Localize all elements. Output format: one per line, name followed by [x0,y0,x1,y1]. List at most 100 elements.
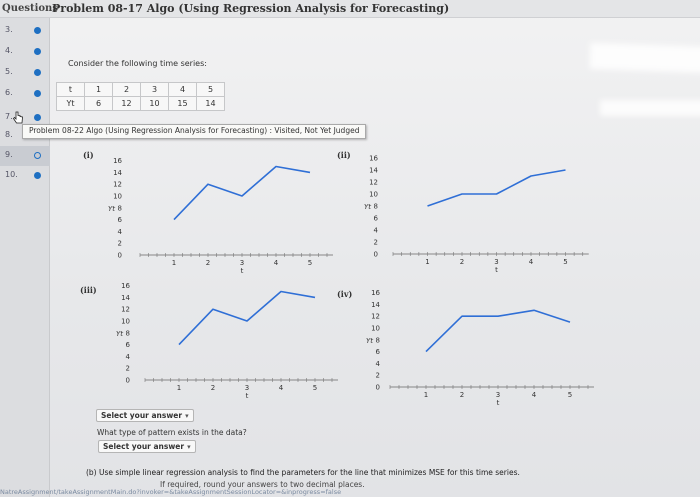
x-tick-label: 4 [274,259,279,267]
x-tick-label: 4 [529,258,534,266]
y-tick-label: 6 [374,215,379,223]
chart-option-label: (iii) [80,285,97,295]
y-tick-label: 6 [126,341,131,349]
x-tick-label: 3 [496,391,500,399]
x-axis-label: t [246,392,249,400]
x-tick-label: 5 [313,384,317,392]
question-number: 3. [5,25,13,34]
x-tick-label: 2 [460,258,464,266]
question-nav-item[interactable]: 10. [0,166,50,186]
y-tick-label: 2 [374,239,378,247]
y-tick-label: 10 [369,191,378,199]
y-axis-label: Yt [108,205,115,213]
x-axis-label: t [241,267,244,275]
y-tick-label: 6 [376,348,381,356]
y-tick-label: 8 [118,204,122,212]
x-tick-label: 1 [424,391,428,399]
status-dot-icon [34,48,41,55]
y-axis-label: Yt [364,203,371,211]
series-line [173,165,311,221]
chart-option-label: (i) [83,150,94,160]
y-tick-label: 14 [369,167,378,175]
dropdown-label: Select your answer [103,442,185,451]
x-tick-label: 5 [568,391,572,399]
question-number: 5. [5,67,13,76]
question-number: 9. [5,150,13,159]
y-tick-label: 16 [121,282,130,290]
series-line [178,290,316,346]
rounding-note: If required, round your answers to two d… [160,480,365,489]
dropdown-label: Select your answer [101,411,183,420]
top-bar: Questions Problem 08-17 Algo (Using Regr… [0,0,700,18]
y-tick-label: 4 [118,228,123,236]
question-nav-item[interactable]: 6. [0,84,50,104]
y-tick-label: 8 [374,203,378,211]
y-tick-label: 0 [374,251,378,259]
y-tick-label: 16 [113,157,122,165]
question-intro: Consider the following time series: [68,59,207,68]
series-line [427,169,566,207]
y-tick-label: 12 [121,306,130,314]
question-nav-item[interactable]: 7. [0,108,50,128]
table-row: Yt 6 12 10 15 14 [56,96,225,111]
x-tick-label: 3 [245,384,249,392]
pattern-question: What type of pattern exists in the data? [97,428,247,437]
status-url: NatreAssignment/takeAssignmentMain.do?in… [0,488,342,496]
x-axis-label: t [495,266,498,274]
chart-option-label: (iv) [337,289,353,299]
question-nav-item[interactable]: 3. [0,21,50,41]
y-tick-label: 4 [376,360,381,368]
y-tick-label: 4 [126,353,131,361]
x-tick-label: 2 [211,384,215,392]
select-answer-dropdown-2[interactable]: Select your answer ▾ [98,440,196,453]
x-tick-label: 1 [177,384,181,392]
x-axis-label: t [497,399,500,407]
question-number: 4. [5,46,13,55]
y-tick-label: 16 [369,155,378,163]
x-tick-label: 5 [563,258,567,266]
x-tick-label: 3 [494,258,498,266]
question-number: 10. [5,170,18,179]
question-sidebar: 3. 4. 5. 6. 7. 8. 9. 10. [0,18,50,497]
y-axis-label: Yt [366,337,373,345]
y-tick-label: 14 [113,169,122,177]
y-tick-label: 0 [376,384,380,392]
question-nav-item-current[interactable]: 9. [0,146,50,166]
y-tick-label: 0 [126,377,130,385]
chart-option-label: (ii) [337,150,351,160]
y-tick-label: 16 [371,289,380,297]
table-cell: 14 [196,96,225,111]
y-tick-label: 2 [126,365,130,373]
question-nav-item[interactable]: 8. [0,126,50,146]
status-dot-icon [34,69,41,76]
y-tick-label: 6 [118,216,123,224]
table-cell: 12 [112,96,141,111]
question-nav-item[interactable]: 5. [0,63,50,83]
x-tick-label: 1 [425,258,429,266]
status-dot-icon [34,90,41,97]
status-dot-icon [34,152,41,159]
status-dot-icon [34,27,41,34]
hand-cursor-icon [12,111,23,124]
y-tick-label: 12 [371,313,380,321]
question-number: 6. [5,88,13,97]
nav-tooltip: Problem 08-22 Algo (Using Regression Ana… [22,124,367,139]
y-tick-label: 14 [371,301,380,309]
y-tick-label: 12 [369,179,378,187]
y-tick-label: 10 [371,325,380,333]
y-tick-label: 12 [113,181,122,189]
x-tick-label: 5 [308,259,312,267]
question-number: 8. [5,130,13,139]
status-dot-icon [34,114,41,121]
select-answer-dropdown-1[interactable]: Select your answer ▾ [96,409,194,422]
y-tick-label: 14 [121,294,130,302]
series-line [425,309,571,353]
question-nav-item[interactable]: 4. [0,42,50,62]
status-dot-icon [34,172,41,179]
x-tick-label: 3 [240,259,244,267]
part-b-instructions: (b) Use simple linear regression analysi… [86,468,520,477]
time-series-table: t 1 2 3 4 5 Yt 6 12 10 15 14 [56,82,225,111]
table-row: t 1 2 3 4 5 [56,82,225,97]
y-tick-label: 8 [376,336,380,344]
